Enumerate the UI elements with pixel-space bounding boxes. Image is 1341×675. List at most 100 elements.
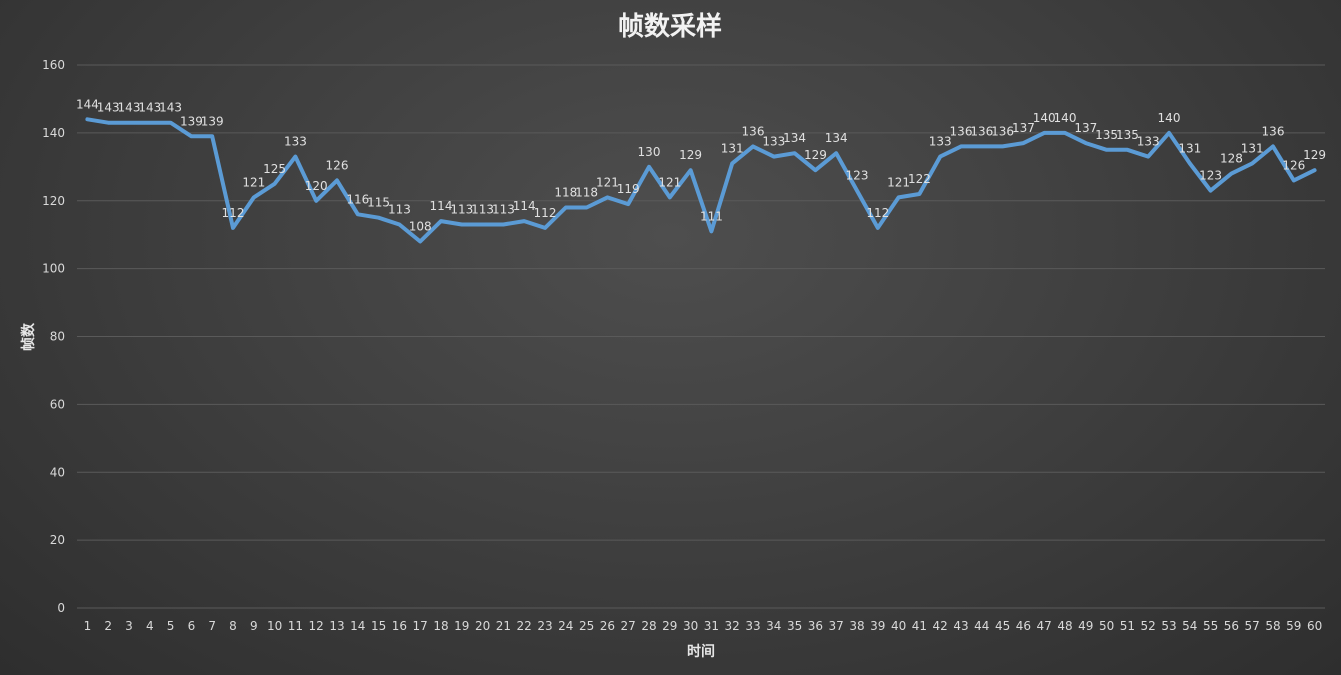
data-label: 121 <box>887 175 910 189</box>
data-label: 119 <box>617 182 640 196</box>
x-tick-label: 8 <box>229 619 237 633</box>
x-tick-label: 37 <box>829 619 844 633</box>
data-label: 126 <box>1282 158 1305 172</box>
y-tick-label: 120 <box>42 194 65 208</box>
x-tick-label: 5 <box>167 619 175 633</box>
x-tick-label: 35 <box>787 619 802 633</box>
x-axis-ticks: 1 2 3 4 5 6 7 8 9 10 11 12 13 14 15 16 17 18 19 20 21 22 23 24 2… <box>84 619 1323 633</box>
data-label: 140 <box>1054 111 1077 125</box>
data-label: 133 <box>1137 135 1160 149</box>
y-tick-label: 160 <box>42 58 65 72</box>
x-tick-label: 1 <box>84 619 92 633</box>
data-label: 128 <box>1220 152 1243 166</box>
x-tick-label: 38 <box>849 619 864 633</box>
x-tick-label: 40 <box>891 619 906 633</box>
data-label: 143 <box>159 101 182 115</box>
x-tick-label: 36 <box>808 619 823 633</box>
x-tick-label: 14 <box>350 619 365 633</box>
data-label: 108 <box>409 219 432 233</box>
data-label: 111 <box>700 209 723 223</box>
x-tick-label: 21 <box>496 619 511 633</box>
data-label: 121 <box>596 175 619 189</box>
x-tick-label: 54 <box>1182 619 1197 633</box>
x-tick-label: 57 <box>1245 619 1260 633</box>
x-tick-label: 3 <box>125 619 133 633</box>
x-tick-label: 4 <box>146 619 154 633</box>
data-label: 129 <box>679 148 702 162</box>
x-tick-label: 34 <box>766 619 781 633</box>
data-label: 116 <box>346 192 369 206</box>
data-label: 136 <box>1262 124 1285 138</box>
data-label: 134 <box>783 131 806 145</box>
y-tick-label: 80 <box>50 330 65 344</box>
data-label: 133 <box>929 135 952 149</box>
data-label: 137 <box>1074 121 1097 135</box>
data-label: 113 <box>450 203 473 217</box>
x-tick-label: 26 <box>600 619 615 633</box>
data-label: 133 <box>284 135 307 149</box>
x-tick-label: 58 <box>1265 619 1280 633</box>
x-tick-label: 51 <box>1120 619 1135 633</box>
data-label: 121 <box>242 175 265 189</box>
data-label: 118 <box>575 186 598 200</box>
x-tick-label: 27 <box>621 619 636 633</box>
y-tick-label: 140 <box>42 126 65 140</box>
x-tick-label: 6 <box>188 619 196 633</box>
x-tick-label: 15 <box>371 619 386 633</box>
data-label: 139 <box>201 114 224 128</box>
x-tick-label: 56 <box>1224 619 1239 633</box>
x-tick-label: 39 <box>870 619 885 633</box>
data-label: 143 <box>97 101 120 115</box>
gridlines <box>77 64 1325 609</box>
x-tick-label: 55 <box>1203 619 1218 633</box>
data-label: 136 <box>991 124 1014 138</box>
data-label: 123 <box>846 169 869 183</box>
data-label: 122 <box>908 172 931 186</box>
x-tick-label: 12 <box>309 619 324 633</box>
data-label: 131 <box>1241 141 1264 155</box>
y-tick-label: 40 <box>50 465 65 479</box>
data-label: 129 <box>804 148 827 162</box>
x-tick-label: 18 <box>433 619 448 633</box>
x-tick-label: 42 <box>933 619 948 633</box>
x-tick-label: 11 <box>288 619 303 633</box>
x-tick-label: 31 <box>704 619 719 633</box>
x-tick-label: 60 <box>1307 619 1322 633</box>
data-label: 136 <box>950 124 973 138</box>
x-tick-label: 49 <box>1078 619 1093 633</box>
x-tick-label: 33 <box>745 619 760 633</box>
x-tick-label: 44 <box>974 619 989 633</box>
data-label: 125 <box>263 162 286 176</box>
x-tick-label: 50 <box>1099 619 1114 633</box>
x-tick-label: 59 <box>1286 619 1301 633</box>
data-label: 129 <box>1303 148 1326 162</box>
x-tick-label: 45 <box>995 619 1010 633</box>
y-axis-label: 帧数 <box>20 322 37 351</box>
y-tick-label: 100 <box>42 262 65 276</box>
data-label: 113 <box>388 203 411 217</box>
x-tick-label: 13 <box>329 619 344 633</box>
x-tick-label: 20 <box>475 619 490 633</box>
data-label: 144 <box>76 97 99 111</box>
data-label: 135 <box>1116 128 1139 142</box>
data-label: 133 <box>762 135 785 149</box>
x-tick-label: 19 <box>454 619 469 633</box>
data-label: 143 <box>138 101 161 115</box>
data-label: 118 <box>554 186 577 200</box>
y-tick-label: 60 <box>50 397 65 411</box>
data-label: 114 <box>430 199 453 213</box>
data-label: 126 <box>326 158 349 172</box>
x-tick-label: 48 <box>1057 619 1072 633</box>
x-axis-label: 时间 <box>687 643 715 660</box>
chart-title: 帧数采样 <box>618 11 722 42</box>
x-tick-label: 22 <box>517 619 532 633</box>
x-tick-label: 10 <box>267 619 282 633</box>
x-tick-label: 17 <box>413 619 428 633</box>
x-tick-label: 43 <box>953 619 968 633</box>
data-label: 139 <box>180 114 203 128</box>
data-label: 113 <box>471 203 494 217</box>
x-tick-label: 32 <box>725 619 740 633</box>
x-tick-label: 24 <box>558 619 573 633</box>
data-label: 136 <box>742 124 765 138</box>
